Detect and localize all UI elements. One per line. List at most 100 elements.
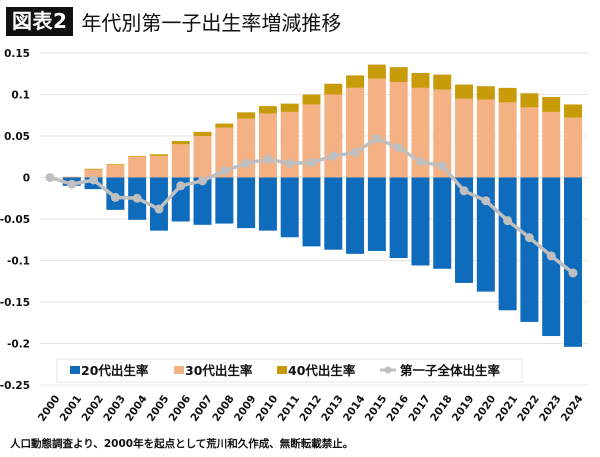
- line-point-2022: [524, 233, 534, 243]
- bar-20代出生率-2005: [149, 177, 168, 231]
- x-tick-label: 2021: [494, 393, 521, 424]
- bar-30代出生率-2001: [62, 176, 81, 178]
- bar-20代出生率-2011: [280, 177, 299, 238]
- bar-40代出生率-2002: [84, 168, 103, 170]
- x-tick-label: 2001: [58, 393, 85, 424]
- bar-40代出生率-2014: [346, 75, 365, 88]
- bar-40代出生率-2024: [564, 104, 582, 118]
- bar-30代出生率-2018: [433, 89, 452, 178]
- bar-40代出生率-2012: [302, 94, 321, 105]
- x-tick-label: 2010: [254, 393, 281, 424]
- legend-swatch-40代出生率: [277, 366, 287, 374]
- bar-30代出生率-2013: [324, 94, 343, 178]
- bar-20代出生率-2007: [193, 177, 212, 225]
- bar-30代出生率-2022: [520, 107, 539, 178]
- legend-box: [56, 358, 523, 383]
- x-tick-label: 2005: [145, 393, 172, 424]
- y-tick-label: -0.15: [0, 297, 30, 309]
- legend-swatch-20代出生率: [70, 366, 80, 374]
- line-point-2018: [437, 161, 447, 171]
- bar-30代出生率-2002: [84, 169, 103, 178]
- bar-40代出生率-2020: [476, 86, 495, 100]
- bars: [62, 64, 582, 347]
- y-tick-label: 0.1: [11, 90, 30, 102]
- line-point-2021: [503, 216, 513, 226]
- x-axis-ticks: 2000200120022003200420052006200720082009…: [36, 393, 586, 424]
- bar-40代出生率-2021: [498, 87, 517, 103]
- bar-40代出生率-2005: [149, 154, 168, 156]
- x-tick-label: 2003: [101, 393, 128, 424]
- legend-label: 20代出生率: [81, 363, 149, 378]
- line-point-2015: [372, 133, 382, 143]
- bar-20代出生率-2010: [258, 177, 277, 231]
- line-point-2016: [394, 143, 404, 153]
- bar-30代出生率-2024: [564, 117, 582, 178]
- y-tick-label: -0.25: [0, 380, 30, 392]
- line-point-2001: [67, 179, 77, 189]
- bar-20代出生率-2018: [433, 177, 452, 269]
- x-tick-label: 2017: [406, 393, 433, 424]
- x-tick-label: 2016: [385, 393, 412, 424]
- footnote: 人口動態調査より、2000年を起点として荒川和久作成、無断転載禁止。: [10, 438, 354, 450]
- bar-40代出生率-2017: [411, 72, 430, 88]
- bar-20代出生率-2009: [237, 177, 256, 229]
- x-tick-label: 2023: [537, 393, 564, 424]
- bar-30代出生率-2006: [171, 144, 190, 178]
- bar-30代出生率-2015: [367, 78, 386, 178]
- line-point-2009: [241, 158, 251, 168]
- x-tick-label: 2011: [276, 393, 303, 424]
- line-point-2010: [263, 154, 273, 164]
- bar-20代出生率-2016: [389, 177, 408, 259]
- line-point-2002: [89, 175, 99, 185]
- x-tick-label: 2013: [319, 393, 346, 424]
- line-point-2019: [459, 186, 469, 196]
- y-tick-label: 0.15: [4, 48, 30, 60]
- legend-label: 30代出生率: [185, 363, 253, 378]
- x-tick-label: 2004: [123, 393, 150, 424]
- bar-40代出生率-2008: [215, 123, 234, 128]
- x-tick-label: 2006: [167, 393, 194, 424]
- x-tick-label: 2000: [36, 393, 63, 424]
- line-point-2007: [198, 176, 208, 186]
- x-tick-label: 2012: [297, 393, 324, 424]
- bar-20代出生率-2020: [476, 177, 495, 292]
- bar-30代出生率-2014: [346, 87, 365, 178]
- bar-40代出生率-2016: [389, 67, 408, 83]
- bar-30代出生率-2017: [411, 87, 430, 178]
- line-point-2006: [176, 181, 186, 191]
- bar-40代出生率-2004: [128, 155, 147, 157]
- bar-30代出生率-2021: [498, 102, 517, 178]
- x-tick-label: 2002: [79, 393, 106, 424]
- bar-30代出生率-2004: [128, 156, 147, 178]
- line-point-2017: [415, 157, 425, 167]
- bar-30代出生率-2016: [389, 82, 408, 178]
- legend-marker-第一子全体出生率: [384, 366, 392, 374]
- x-tick-label: 2007: [188, 393, 215, 424]
- line-point-2012: [307, 158, 316, 168]
- bar-40代出生率-2007: [193, 131, 212, 136]
- y-tick-label: -0.1: [7, 256, 30, 268]
- chart-title: 年代別第一子出生率増減推移: [81, 10, 342, 35]
- line-point-2008: [219, 166, 229, 176]
- x-tick-label: 2022: [515, 393, 542, 424]
- bar-20代出生率-2019: [455, 177, 474, 283]
- y-tick-label: 0.05: [4, 131, 30, 143]
- legend: 20代出生率 30代出生率 40代出生率 第一子全体出生率: [56, 358, 523, 383]
- bar-20代出生率-2012: [302, 177, 321, 247]
- bar-30代出生率-2009: [237, 118, 256, 178]
- bar-20代出生率-2021: [498, 177, 517, 311]
- y-tick-label: -0.05: [0, 214, 30, 226]
- bar-30代出生率-2019: [455, 98, 474, 178]
- bar-30代出生率-2010: [258, 113, 277, 178]
- bar-30代出生率-2023: [542, 111, 561, 178]
- x-tick-label: 2018: [428, 393, 455, 424]
- bar-40代出生率-2022: [520, 93, 539, 108]
- bar-20代出生率-2017: [411, 177, 430, 266]
- x-tick-label: 2014: [341, 393, 368, 424]
- bar-30代出生率-2005: [149, 155, 168, 178]
- legend-label: 40代出生率: [288, 363, 356, 378]
- line-point-2014: [350, 148, 360, 158]
- line-point-2005: [154, 204, 164, 214]
- bar-40代出生率-2013: [324, 83, 343, 95]
